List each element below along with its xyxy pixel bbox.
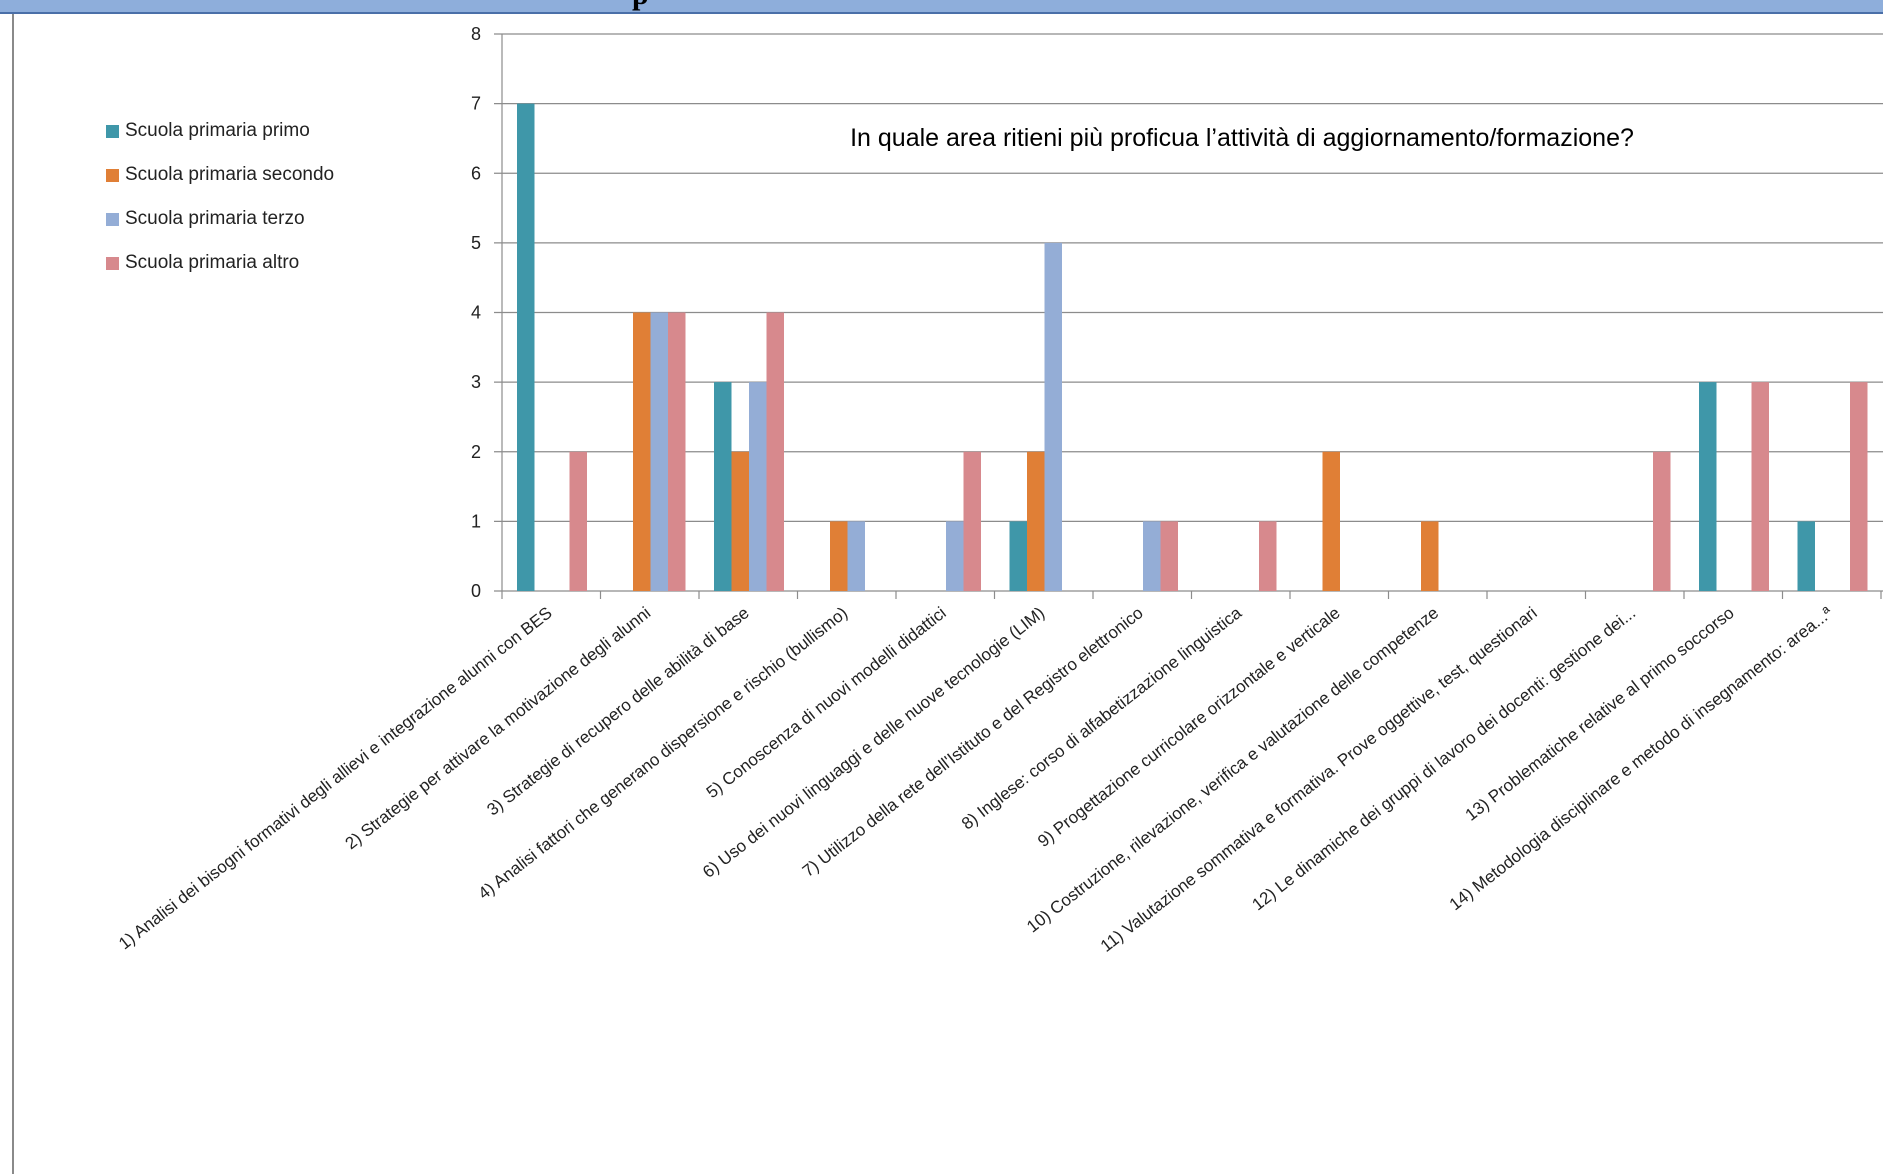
bar (1797, 521, 1815, 591)
bar (1009, 521, 1027, 591)
y-tick-label: 0 (471, 581, 481, 601)
bar (1044, 242, 1062, 591)
y-tick-label: 8 (471, 24, 481, 44)
bar (830, 521, 848, 591)
y-tick-label: 1 (471, 511, 481, 531)
x-tick-label: 7) Utilizzo della rete dell'Istituto e d… (799, 603, 1147, 881)
bar (1850, 382, 1868, 591)
chart-frame: 0 1 2 3 4 5 6 7 8 1) Analisi dei bisogni formati… (12, 14, 1883, 1174)
bar (517, 103, 535, 591)
bar (1322, 451, 1340, 591)
cut-off-heading: p (632, 0, 649, 12)
x-tick-label: 14) Metodologia disciplinare e metodo di… (1446, 603, 1837, 914)
bar (1027, 451, 1045, 591)
legend-item: Scuola primaria secondo (106, 164, 334, 186)
bar (1259, 521, 1277, 591)
x-axis-labels: 1) Analisi dei bisogni formativi degli a… (115, 603, 1837, 956)
bar (668, 312, 686, 591)
legend-swatch (106, 212, 119, 226)
y-tick-label: 2 (471, 442, 481, 462)
bar (731, 451, 749, 591)
bar (946, 521, 964, 591)
x-tick-label: 12) Le dinamiche dei gruppi di lavoro de… (1248, 603, 1639, 914)
legend-label: Scuola primaria primo (125, 120, 310, 141)
legend-swatch (106, 168, 119, 182)
window-top-bar (0, 0, 1883, 14)
bars (517, 103, 1868, 591)
x-tick-label: 6) Uso dei nuovi linguaggi e delle nuove… (699, 603, 1048, 882)
legend-item: Scuola primaria terzo (106, 208, 334, 230)
bar (650, 312, 668, 591)
chart-legend: Scuola primaria primo Scuola primaria sec… (106, 120, 334, 296)
bar (1160, 521, 1178, 591)
legend-label: Scuola primaria secondo (125, 164, 335, 185)
bar (963, 451, 981, 591)
x-tick-label: 1) Analisi dei bisogni formativi degli a… (115, 603, 556, 953)
y-tick-label: 6 (471, 163, 481, 183)
bar (847, 521, 865, 591)
bar (569, 451, 587, 591)
legend-swatch (106, 256, 119, 270)
y-axis-ticks: 0 1 2 3 4 5 6 7 8 (471, 24, 481, 601)
y-tick-label: 7 (471, 94, 481, 114)
bar (1699, 382, 1717, 591)
x-tick-label: 11) Valutazione sommativa e formativa. P… (1097, 603, 1541, 956)
bar (1143, 521, 1161, 591)
legend-item: Scuola primaria altro (106, 252, 334, 274)
bar (1421, 521, 1439, 591)
bar (714, 382, 732, 591)
legend-label: Scuola primaria terzo (125, 208, 305, 229)
bar (749, 382, 767, 591)
legend-label: Scuola primaria altro (125, 252, 300, 273)
y-tick-label: 5 (471, 233, 481, 253)
bar (1751, 382, 1769, 591)
y-tick-label: 4 (471, 303, 481, 323)
legend-item: Scuola primaria primo (106, 120, 334, 142)
x-tick-label: 4) Analisi fattori che generano dispersi… (475, 603, 852, 903)
gridlines (494, 33, 1883, 599)
legend-swatch (106, 124, 119, 138)
y-tick-label: 3 (471, 372, 481, 392)
bar-chart: 0 1 2 3 4 5 6 7 8 1) Analisi dei bisogni formati… (115, 24, 1883, 956)
bar (633, 312, 651, 591)
chart-title: In quale area ritieni più proficua l’att… (850, 124, 1634, 152)
bar (766, 312, 784, 591)
bar (1653, 451, 1671, 591)
